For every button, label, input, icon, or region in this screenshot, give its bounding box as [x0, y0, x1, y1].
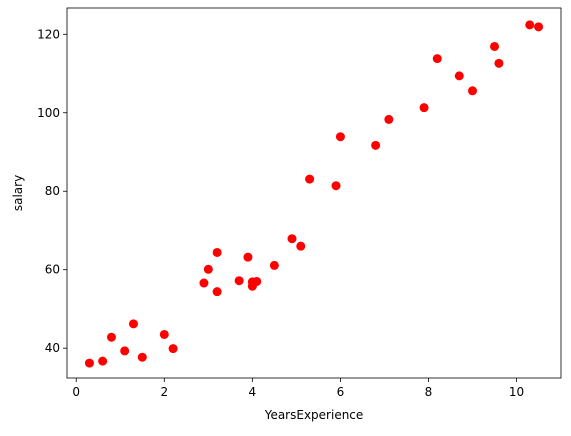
data-point	[384, 114, 394, 124]
data-point	[335, 132, 345, 142]
y-tick-label: 120	[37, 27, 60, 41]
data-point	[212, 287, 222, 297]
x-tick-label: 4	[249, 385, 257, 399]
y-tick-label: 60	[45, 263, 60, 277]
data-point	[494, 58, 504, 68]
data-point	[84, 358, 94, 368]
data-point	[106, 332, 116, 342]
data-point	[419, 103, 429, 113]
data-point	[432, 54, 442, 64]
y-tick-label: 40	[45, 341, 60, 355]
data-point	[371, 140, 381, 150]
data-point	[468, 86, 477, 96]
data-point	[296, 241, 306, 251]
data-point	[331, 181, 341, 191]
x-axis-ticks: 0 2 4 6 8 10	[72, 378, 524, 399]
plot-frame	[66, 7, 562, 379]
data-point	[243, 252, 253, 262]
x-axis-label: YearsExperience	[264, 408, 364, 422]
data-point	[203, 264, 213, 274]
data-point	[128, 319, 138, 329]
data-point	[120, 346, 130, 356]
data-point	[159, 329, 169, 339]
data-point	[212, 247, 222, 257]
y-tick-label: 100	[37, 106, 60, 120]
data-point	[305, 174, 315, 184]
x-tick-label: 10	[509, 385, 524, 399]
y-axis-ticks: 40 60 80 100 120	[37, 27, 67, 355]
x-tick-label: 6	[337, 385, 345, 399]
y-tick-label: 80	[45, 184, 60, 198]
x-tick-label: 2	[160, 385, 168, 399]
data-point	[252, 276, 262, 286]
data-point	[287, 234, 297, 244]
data-point	[98, 356, 108, 366]
data-point	[137, 352, 147, 362]
data-point	[269, 260, 279, 270]
y-axis-label: salary	[11, 175, 25, 211]
data-points	[84, 20, 544, 368]
data-point	[454, 71, 464, 81]
data-point	[490, 41, 500, 51]
data-point	[168, 344, 178, 354]
data-point	[234, 276, 244, 286]
x-tick-label: 0	[72, 385, 80, 399]
x-tick-label: 8	[425, 385, 433, 399]
data-point	[534, 22, 544, 32]
data-point	[525, 20, 535, 30]
data-point	[199, 278, 209, 288]
